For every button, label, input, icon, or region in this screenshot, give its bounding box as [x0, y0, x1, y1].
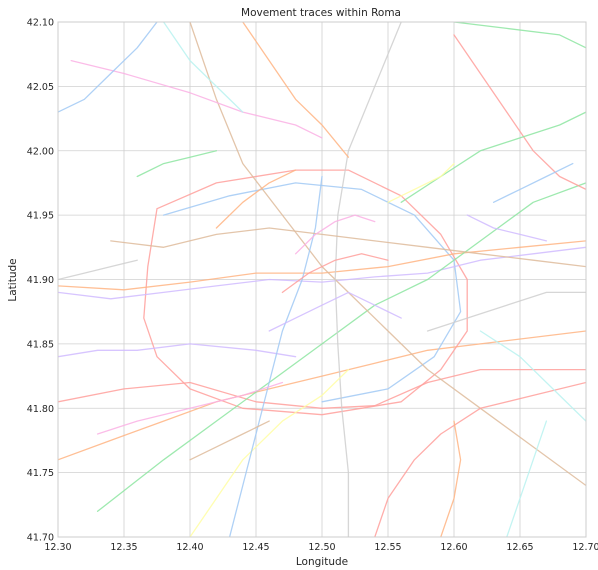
x-tick-label: 12.65 [506, 542, 533, 553]
movement-trace [440, 420, 462, 537]
movement-trace [162, 22, 244, 113]
x-tick-label: 12.40 [176, 542, 203, 553]
movement-trace [492, 162, 574, 203]
y-tick-label: 41.85 [27, 339, 54, 350]
y-tick-label: 41.95 [27, 211, 54, 222]
movement-trace [189, 368, 350, 537]
movement-trace [268, 291, 402, 332]
movement-trace [58, 368, 586, 409]
movement-trace [281, 253, 389, 294]
movement-trace [96, 182, 586, 512]
movement-trace [453, 34, 586, 191]
y-axis-label: Latitude [7, 258, 19, 301]
movement-trace [387, 162, 455, 203]
movement-trace [162, 182, 462, 403]
movement-trace [58, 22, 158, 113]
y-tick-label: 42.10 [27, 18, 54, 29]
tick-labels: 12.30 12.35 12.40 12.45 12.50 12.55 12.60 12.65… [27, 18, 598, 554]
traces [58, 22, 586, 537]
movement-trace [58, 343, 297, 358]
movement-trace [189, 420, 270, 461]
movement-trace [374, 381, 586, 537]
y-tick-label: 42.00 [27, 146, 54, 157]
movement-trace [294, 214, 376, 255]
movement-trace [58, 330, 586, 461]
movement-trace [453, 22, 586, 49]
movement-trace [215, 169, 297, 229]
x-tick-label: 12.35 [110, 542, 137, 553]
y-tick-label: 41.80 [27, 404, 54, 415]
movement-trace [143, 169, 468, 416]
movement-trace [426, 291, 586, 332]
movement-trace [466, 214, 548, 242]
movement-trace [400, 111, 586, 203]
movement-trace [58, 240, 586, 291]
movement-trace [479, 330, 586, 422]
movement-trace [110, 227, 586, 268]
chart-title: Movement traces within Roma [241, 7, 401, 19]
movement-trace [70, 59, 323, 139]
x-tick-label: 12.45 [242, 542, 269, 553]
y-tick-label: 41.75 [27, 468, 54, 479]
movement-trace [242, 22, 350, 158]
movement-trace [58, 246, 586, 300]
plot-frame [57, 21, 587, 538]
x-tick-label: 12.60 [440, 542, 467, 553]
x-tick-label: 12.50 [308, 542, 335, 553]
movement-trace [96, 381, 284, 435]
movement-trace [136, 150, 218, 178]
y-tick-label: 41.70 [27, 533, 54, 544]
gridlines [57, 21, 587, 538]
x-tick-label: 12.30 [44, 542, 71, 553]
movement-trace [58, 259, 138, 281]
x-tick-label: 12.70 [572, 542, 598, 553]
y-tick-label: 42.05 [27, 82, 54, 93]
movement-trace [506, 420, 548, 537]
x-axis-label: Longitude [296, 556, 348, 568]
x-tick-label: 12.55 [374, 542, 401, 553]
y-tick-label: 41.90 [27, 275, 54, 286]
movement-trace [334, 22, 402, 537]
